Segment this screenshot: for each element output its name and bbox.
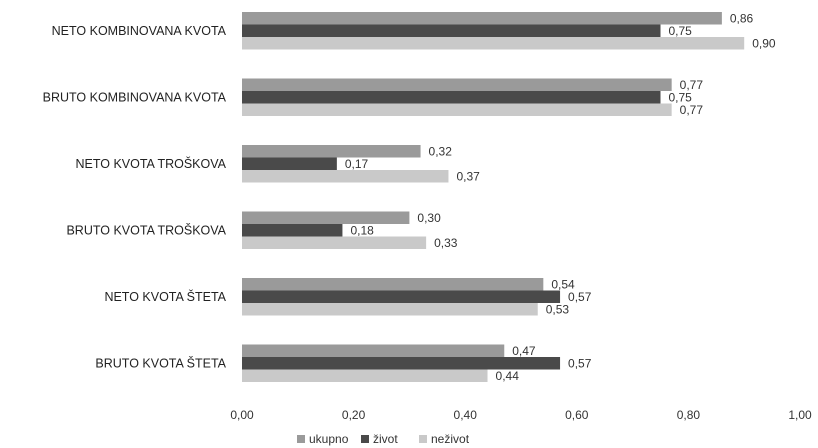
bar-nezivot-neto-kvota-steta — [242, 303, 538, 316]
data-label-zivot-neto-kvota-steta: 0,57 — [568, 290, 592, 304]
data-label-nezivot-neto-kvota-troskova: 0,37 — [456, 169, 480, 183]
bar-ukupno-bruto-kombinovana-kvota — [242, 78, 672, 91]
data-label-zivot-bruto-kvota-troskova: 0,18 — [350, 223, 374, 237]
bar-zivot-neto-kvota-steta — [242, 290, 561, 303]
bar-ukupno-bruto-kvota-steta — [242, 344, 505, 357]
bar-ukupno-neto-kvota-troskova — [242, 145, 421, 158]
data-label-nezivot-bruto-kvota-steta: 0,44 — [496, 369, 520, 383]
category-label-bruto-kvota-troskova: BRUTO KVOTA TROŠKOVA — [66, 222, 226, 237]
legend-swatch-nezivot — [419, 435, 427, 443]
bar-nezivot-bruto-kombinovana-kvota — [242, 103, 672, 116]
data-label-ukupno-neto-kvota-troskova: 0,32 — [429, 144, 453, 158]
x-tick-label: 0,20 — [342, 408, 366, 422]
bar-nezivot-neto-kvota-troskova — [242, 170, 449, 183]
category-label-neto-kvota-troskova: NETO KVOTA TROŠKOVA — [75, 156, 226, 171]
data-label-zivot-neto-kvota-troskova: 0,17 — [345, 157, 369, 171]
data-label-ukupno-neto-kombinovana-kvota: 0,86 — [730, 11, 754, 25]
x-axis-tick-labels: 0,00 0,20 0,40 0,60 0,80 1,00 — [230, 408, 812, 422]
bar-nezivot-bruto-kvota-troskova — [242, 236, 427, 249]
data-label-nezivot-bruto-kvota-troskova: 0,33 — [434, 236, 458, 250]
bar-zivot-neto-kvota-troskova — [242, 157, 337, 170]
bar-ukupno-neto-kombinovana-kvota — [242, 12, 722, 25]
data-label-ukupno-bruto-kvota-steta: 0,47 — [512, 344, 536, 358]
category-label-bruto-kvota-steta: BRUTO KVOTA ŠTETA — [95, 355, 226, 370]
data-label-ukupno-bruto-kvota-troskova: 0,30 — [417, 211, 441, 225]
bar-ukupno-neto-kvota-steta — [242, 278, 544, 291]
legend-label-nezivot: neživot — [431, 432, 470, 446]
data-label-zivot-bruto-kombinovana-kvota: 0,75 — [669, 90, 693, 104]
category-label-bruto-kombinovana-kvota: BRUTO KOMBINOVANA KVOTA — [43, 90, 227, 104]
category-labels: NETO KOMBINOVANA KVOTA BRUTO KOMBINOVANA … — [43, 24, 227, 371]
bars — [242, 12, 745, 382]
bar-zivot-neto-kombinovana-kvota — [242, 24, 661, 37]
category-label-neto-kvota-steta: NETO KVOTA ŠTETA — [104, 289, 226, 304]
legend: ukupno život neživot — [297, 432, 470, 446]
x-tick-label: 0,00 — [230, 408, 254, 422]
data-label-nezivot-neto-kombinovana-kvota: 0,90 — [752, 36, 776, 50]
data-labels: 0,860,750,900,770,750,770,320,170,370,30… — [345, 11, 776, 383]
bar-nezivot-bruto-kvota-steta — [242, 369, 488, 382]
category-label-neto-kombinovana-kvota: NETO KOMBINOVANA KVOTA — [52, 24, 227, 38]
data-label-nezivot-neto-kvota-steta: 0,53 — [546, 302, 570, 316]
x-tick-label: 1,00 — [788, 408, 812, 422]
legend-swatch-zivot — [361, 435, 369, 443]
legend-label-ukupno: ukupno — [309, 432, 349, 446]
x-tick-label: 0,80 — [677, 408, 701, 422]
legend-swatch-ukupno — [297, 435, 305, 443]
data-label-ukupno-bruto-kombinovana-kvota: 0,77 — [680, 78, 704, 92]
data-label-ukupno-neto-kvota-steta: 0,54 — [551, 277, 575, 291]
legend-label-zivot: život — [373, 432, 398, 446]
data-label-zivot-bruto-kvota-steta: 0,57 — [568, 356, 592, 370]
bar-zivot-bruto-kvota-steta — [242, 357, 561, 370]
x-tick-label: 0,60 — [565, 408, 589, 422]
bar-zivot-bruto-kvota-troskova — [242, 224, 343, 237]
bar-zivot-bruto-kombinovana-kvota — [242, 91, 661, 104]
data-label-zivot-neto-kombinovana-kvota: 0,75 — [669, 24, 693, 38]
bar-nezivot-neto-kombinovana-kvota — [242, 37, 745, 50]
x-tick-label: 0,40 — [454, 408, 478, 422]
data-label-nezivot-bruto-kombinovana-kvota: 0,77 — [680, 103, 704, 117]
bar-ukupno-bruto-kvota-troskova — [242, 211, 410, 224]
